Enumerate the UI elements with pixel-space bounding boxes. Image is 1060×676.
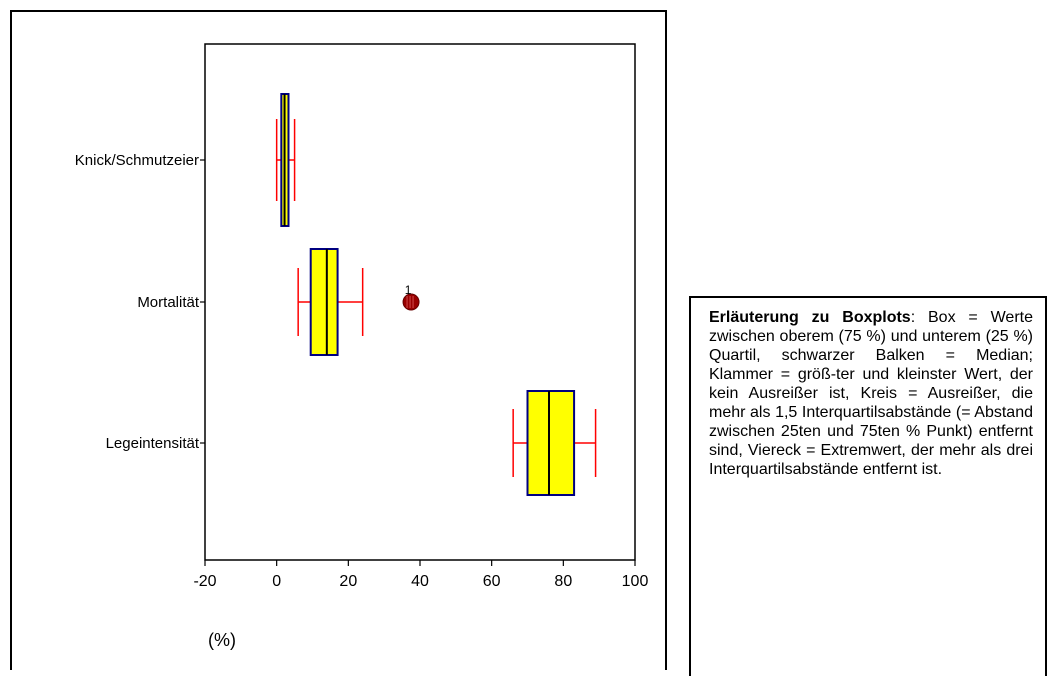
box <box>528 391 575 495</box>
box-group <box>513 391 595 495</box>
x-tick-label: 40 <box>411 573 429 590</box>
boxplot-explanation: Erläuterung zu Boxplots: Box = Werte zwi… <box>689 296 1047 676</box>
x-axis-label: (%) <box>208 630 236 650</box>
x-tick-label: 100 <box>622 573 649 590</box>
category-label: Mortalität <box>137 294 200 311</box>
box-group: 1 <box>298 249 419 355</box>
category-label: Knick/Schmutzeier <box>75 152 199 169</box>
explanation-text: : Box = Werte zwischen oberem (75 %) und… <box>709 309 1033 478</box>
box <box>311 249 338 355</box>
category-label: Legeintensität <box>106 435 200 452</box>
outlier-label: 1 <box>405 283 412 297</box>
x-tick-label: 60 <box>483 573 501 590</box>
x-tick-label: 80 <box>554 573 572 590</box>
x-tick-label: -20 <box>193 573 216 590</box>
box-group <box>277 94 295 226</box>
x-tick-label: 20 <box>339 573 357 590</box>
x-tick-label: 0 <box>272 573 281 590</box>
explanation-title: Erläuterung zu Boxplots <box>709 309 911 326</box>
